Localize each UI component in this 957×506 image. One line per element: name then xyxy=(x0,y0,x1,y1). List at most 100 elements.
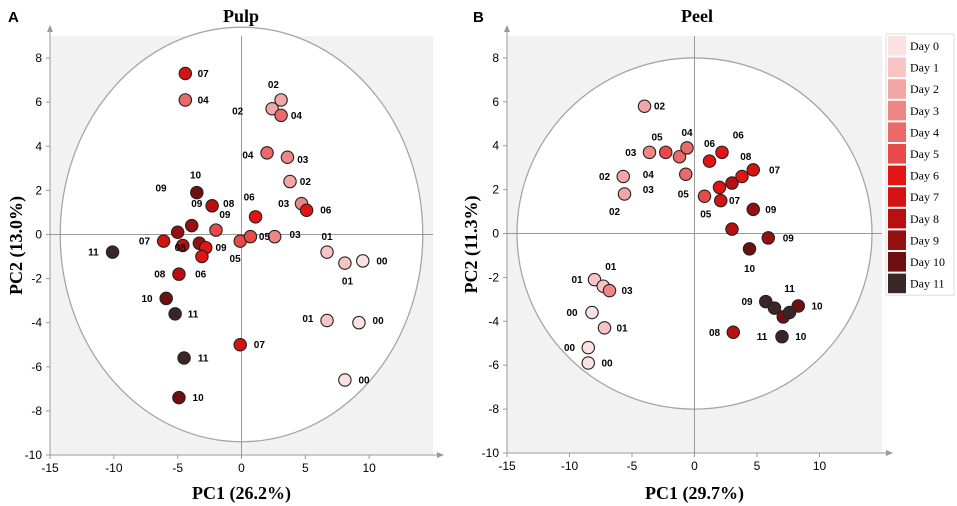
data-point-day-06 xyxy=(195,249,209,264)
panel-title: Pulp xyxy=(223,6,259,26)
data-point-day-06 xyxy=(248,210,263,224)
legend-swatch xyxy=(888,144,906,164)
legend-label: Day 6 xyxy=(910,169,939,183)
point-label: 11 xyxy=(88,248,99,259)
point-label: 11 xyxy=(188,309,199,320)
y-tick-label: 6 xyxy=(35,95,42,109)
data-point-day-06 xyxy=(715,145,729,160)
y-tick-label: 2 xyxy=(492,183,499,197)
x-tick-label: 0 xyxy=(238,461,245,475)
data-point-day-05 xyxy=(243,229,258,244)
point-label: 07 xyxy=(769,165,781,176)
point-label: 06 xyxy=(244,192,256,203)
y-axis-title: PC2 (13.0%) xyxy=(6,196,27,295)
legend-label: Day 7 xyxy=(910,190,939,204)
point-label: 10 xyxy=(811,301,823,312)
y-tick-label: -6 xyxy=(488,358,499,372)
point-label: 02 xyxy=(232,106,244,117)
data-point-day-01 xyxy=(320,313,334,328)
legend: Day 0 Day 1 Day 2 Day 3 Day 4 Day 5 Day 6 Day 7… xyxy=(885,33,955,296)
legend-label: Day 11 xyxy=(910,277,945,291)
data-point-day-11 xyxy=(767,301,782,315)
data-point-day-03 xyxy=(267,229,282,244)
legend-swatch xyxy=(888,57,906,78)
data-point-day-05 xyxy=(697,189,712,203)
data-point-day-07 xyxy=(178,66,193,81)
point-label: 08 xyxy=(223,199,235,210)
x-tick-label: -15 xyxy=(498,459,516,473)
legend-label: Day 2 xyxy=(910,82,939,96)
data-point-day-00 xyxy=(356,254,370,268)
data-point-day-04 xyxy=(678,167,693,182)
x-axis-title: PC1 (29.7%) xyxy=(645,483,744,504)
data-point-day-11 xyxy=(168,307,182,321)
data-point-day-02 xyxy=(283,174,297,189)
legend-label: Day 0 xyxy=(910,39,939,53)
data-point-day-04 xyxy=(274,108,288,123)
data-point-day-00 xyxy=(338,373,352,387)
point-label: 08 xyxy=(154,270,166,281)
legend-swatch xyxy=(888,100,906,121)
data-point-day-04 xyxy=(680,141,694,155)
point-label: 00 xyxy=(373,316,385,327)
point-label: 03 xyxy=(290,230,302,241)
data-point-day-02 xyxy=(265,102,279,116)
data-point-day-00 xyxy=(581,340,595,355)
x-tick-label: -10 xyxy=(105,461,123,475)
y-tick-label: -4 xyxy=(488,314,499,328)
point-label: 01 xyxy=(302,314,314,325)
data-point-day-08 xyxy=(726,325,740,340)
x-tick-label: -10 xyxy=(561,459,579,473)
panel-letter: B xyxy=(473,9,484,26)
data-point-day-08 xyxy=(172,267,186,281)
data-point-day-10 xyxy=(159,291,173,306)
point-label: 11 xyxy=(198,353,209,364)
legend-label: Day 9 xyxy=(910,233,939,247)
legend-label: Day 5 xyxy=(910,147,939,161)
y-tick-label: 4 xyxy=(492,139,499,153)
point-label: 10 xyxy=(795,332,807,343)
data-point-day-11 xyxy=(775,329,789,344)
point-label: 09 xyxy=(765,205,777,216)
y-tick-label: -8 xyxy=(488,402,499,416)
point-label: 02 xyxy=(609,207,621,218)
x-tick-label: -5 xyxy=(627,459,638,473)
data-point-day-01 xyxy=(338,256,352,270)
data-point-day-00 xyxy=(585,305,599,320)
data-point-day-08 xyxy=(725,222,739,236)
data-point-day-11 xyxy=(177,351,191,365)
y-tick-label: 6 xyxy=(492,95,499,109)
point-label: 07 xyxy=(198,69,210,80)
legend-swatch xyxy=(888,122,906,142)
point-label: 04 xyxy=(681,128,693,139)
x-axis-arrow xyxy=(886,450,893,456)
point-label: 02 xyxy=(599,172,611,183)
panel-letter: A xyxy=(8,9,19,26)
legend-swatch xyxy=(888,230,906,250)
point-label: 01 xyxy=(321,232,333,243)
data-point-day-04 xyxy=(260,146,274,160)
data-point-day-11 xyxy=(105,245,120,259)
point-label: 10 xyxy=(744,264,756,275)
data-point-day-03 xyxy=(280,150,295,165)
data-point-day-06 xyxy=(735,169,749,184)
x-tick-label: -5 xyxy=(172,461,183,475)
point-label: 09 xyxy=(219,210,231,221)
point-label: 07 xyxy=(254,340,266,351)
point-label: 04 xyxy=(198,95,210,106)
legend-swatch xyxy=(888,36,906,56)
point-label: 07 xyxy=(729,196,741,207)
point-label: 05 xyxy=(700,209,712,220)
data-point-day-00 xyxy=(352,315,366,330)
y-tick-label: -10 xyxy=(25,448,43,462)
data-point-day-07 xyxy=(713,193,728,208)
point-label: 03 xyxy=(625,148,637,159)
data-point-day-02 xyxy=(637,99,652,113)
point-label: 07 xyxy=(139,237,151,248)
data-point-day-11 xyxy=(782,305,797,320)
point-label: 04 xyxy=(242,151,254,162)
data-point-day-02 xyxy=(616,169,630,184)
data-point-day-09 xyxy=(746,202,760,217)
